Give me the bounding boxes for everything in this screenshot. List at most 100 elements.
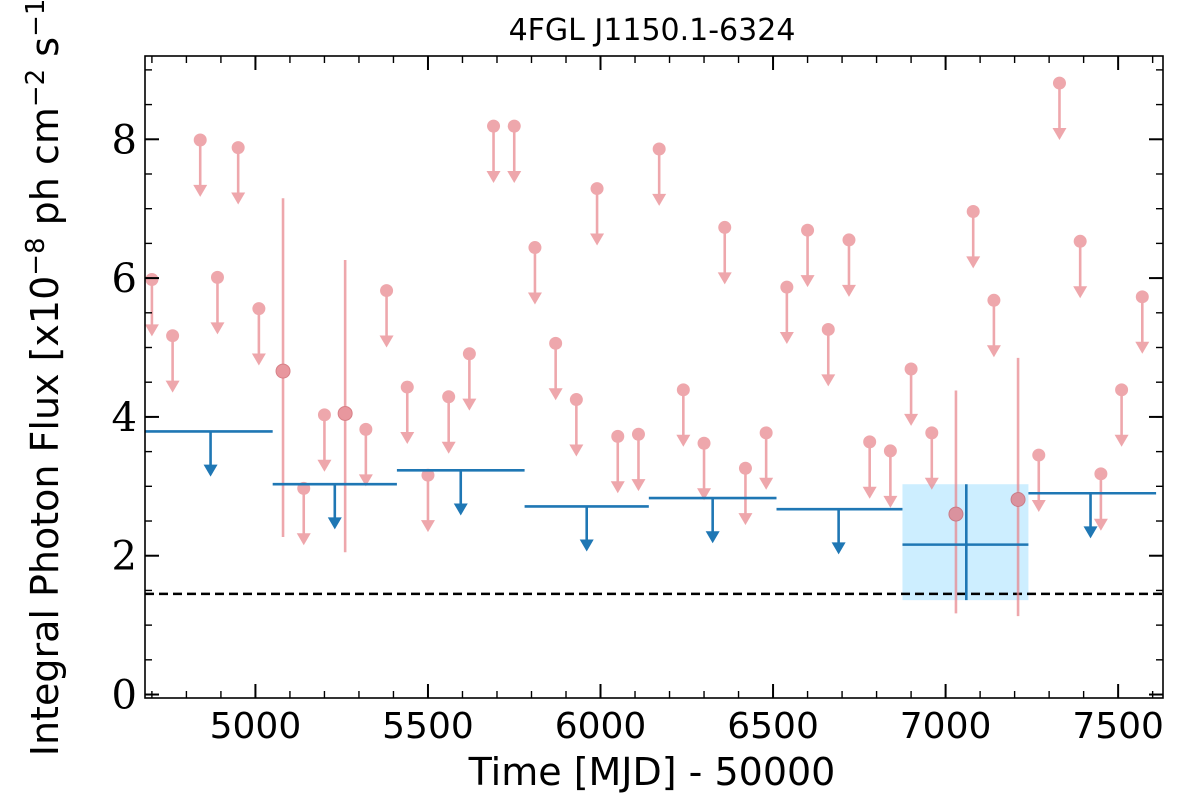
fine-upper-limit-point bbox=[528, 241, 542, 255]
fine-upper-limit-arrow bbox=[165, 380, 180, 393]
fine-upper-limit-arrow bbox=[462, 398, 477, 411]
fine-upper-limit-arrow bbox=[507, 171, 522, 184]
fine-upper-limit-arrow bbox=[1114, 434, 1129, 447]
fine-upper-limit-arrow bbox=[420, 520, 435, 533]
fine-upper-limit-arrow bbox=[800, 275, 815, 288]
fine-upper-limit-arrow bbox=[296, 533, 311, 546]
fine-upper-limit-point bbox=[987, 293, 1001, 307]
axis-ticks: 5000 5500 6000 6500 7000 7500 0 2 4 6 8 bbox=[112, 56, 1164, 747]
fine-upper-limit-point bbox=[883, 444, 897, 458]
fine-upper-limit-arrow bbox=[317, 459, 332, 472]
x-tick-label: 6000 bbox=[555, 706, 647, 747]
fine-upper-limit-point bbox=[718, 220, 732, 234]
fine-detection bbox=[275, 198, 291, 537]
coarse-upper-limit-arrow bbox=[705, 531, 720, 544]
fine-upper-limit-arrow bbox=[193, 184, 208, 197]
fine-upper-limit-arrow bbox=[231, 192, 246, 205]
fine-upper-limit bbox=[193, 133, 208, 197]
fine-upper-limit bbox=[738, 461, 753, 526]
x-axis-label: Time [MJD] - 50000 bbox=[468, 750, 836, 794]
fine-upper-limit-point bbox=[252, 302, 266, 316]
coarse-upper-limit bbox=[524, 505, 649, 552]
fine-upper-limit-arrow bbox=[358, 474, 373, 487]
fine-upper-limit bbox=[883, 444, 898, 508]
fine-upper-limit bbox=[610, 429, 625, 494]
fine-upper-limit-point bbox=[925, 426, 939, 440]
fine-upper-limit bbox=[400, 380, 415, 444]
fine-upper-limit bbox=[548, 336, 563, 401]
fine-upper-limit bbox=[986, 293, 1001, 358]
fine-upper-limit bbox=[821, 322, 836, 387]
fine-upper-limit-point bbox=[193, 133, 207, 147]
fine-upper-limit-point bbox=[462, 347, 476, 361]
fine-upper-limit bbox=[800, 223, 815, 288]
fine-upper-limit-point bbox=[697, 436, 711, 450]
fine-upper-limit-point bbox=[904, 362, 918, 376]
fine-upper-limit-arrow bbox=[1093, 518, 1108, 531]
fine-upper-limit-arrow bbox=[441, 441, 456, 454]
fine-upper-limit bbox=[420, 468, 435, 533]
coarse-upper-limit bbox=[396, 469, 525, 516]
fine-detection bbox=[1010, 357, 1026, 617]
fine-upper-limit bbox=[1114, 383, 1129, 447]
fine-upper-limit-arrow bbox=[610, 481, 625, 494]
y-axis-label-main: Integral Photon Flux [x10 bbox=[23, 276, 67, 757]
fine-upper-limit bbox=[165, 329, 180, 393]
coarse-upper-limit-arrow bbox=[579, 539, 594, 552]
coarse-upper-limit bbox=[145, 430, 273, 477]
plot-area: 5000 5500 6000 6500 7000 7500 0 2 4 6 8 bbox=[112, 55, 1164, 747]
fine-upper-limit-arrow bbox=[862, 486, 877, 499]
fine-upper-limit-point bbox=[487, 119, 501, 133]
fine-upper-limit-point bbox=[421, 468, 435, 482]
fine-upper-limit bbox=[144, 272, 159, 337]
fine-upper-limit-point bbox=[676, 383, 690, 397]
fine-upper-limit-arrow bbox=[924, 477, 939, 490]
fine-upper-limit-arrow bbox=[210, 322, 225, 335]
fine-upper-limit bbox=[841, 233, 856, 297]
y-axis-label-exp3: −1 bbox=[21, 0, 51, 37]
y-axis-label-mid2: s bbox=[23, 37, 67, 69]
fine-upper-limit-arrow bbox=[1073, 286, 1088, 299]
coarse-detection bbox=[902, 484, 1029, 601]
fine-upper-limit-point bbox=[1032, 448, 1046, 462]
fine-upper-limit-arrow bbox=[652, 193, 667, 206]
fine-upper-limit-arrow bbox=[821, 374, 836, 387]
fine-upper-limit-point bbox=[631, 427, 645, 441]
fine-upper-limit-point bbox=[1135, 290, 1149, 304]
fine-upper-limit-arrow bbox=[759, 477, 774, 490]
fine-upper-limit-point bbox=[210, 270, 224, 284]
fine-upper-limit bbox=[358, 422, 373, 487]
fine-upper-limit-arrow bbox=[590, 233, 605, 246]
fine-upper-limit-point bbox=[863, 435, 877, 449]
y-tick-label: 2 bbox=[112, 534, 137, 580]
fine-upper-limit bbox=[779, 280, 794, 345]
fine-upper-limit bbox=[379, 284, 394, 348]
fine-upper-limit-arrow bbox=[1052, 127, 1067, 140]
fine-upper-limit-point bbox=[400, 380, 414, 394]
fine-upper-limit-point bbox=[317, 408, 331, 422]
fine-upper-limit-point bbox=[359, 422, 373, 436]
fine-upper-limit bbox=[1073, 234, 1088, 299]
fine-upper-limit-arrow bbox=[986, 345, 1001, 358]
coarse-upper-limit bbox=[272, 482, 397, 530]
fine-upper-limit-arrow bbox=[841, 284, 856, 297]
coarse-upper-limit-arrow bbox=[327, 517, 342, 530]
fine-upper-limit-point bbox=[1073, 234, 1087, 248]
fine-upper-limit-point bbox=[842, 233, 856, 247]
fine-upper-limit-arrow bbox=[486, 171, 501, 184]
x-tick-label: 7500 bbox=[1072, 706, 1164, 747]
y-tick-label: 0 bbox=[112, 673, 137, 719]
fine-upper-limit bbox=[676, 383, 691, 447]
fine-upper-limit bbox=[441, 390, 456, 454]
fine-upper-limit-arrow bbox=[379, 335, 394, 348]
fine-upper-limit-point bbox=[145, 272, 159, 286]
fine-detection bbox=[337, 260, 353, 553]
fine-upper-limit-arrow bbox=[966, 256, 981, 269]
fine-upper-limit bbox=[924, 426, 939, 490]
fine-upper-limit bbox=[1031, 448, 1046, 512]
fine-upper-limit bbox=[590, 182, 605, 246]
fine-upper-limit-point bbox=[1115, 383, 1129, 397]
fine-upper-limit bbox=[317, 408, 332, 472]
fine-upper-limit bbox=[210, 270, 225, 335]
